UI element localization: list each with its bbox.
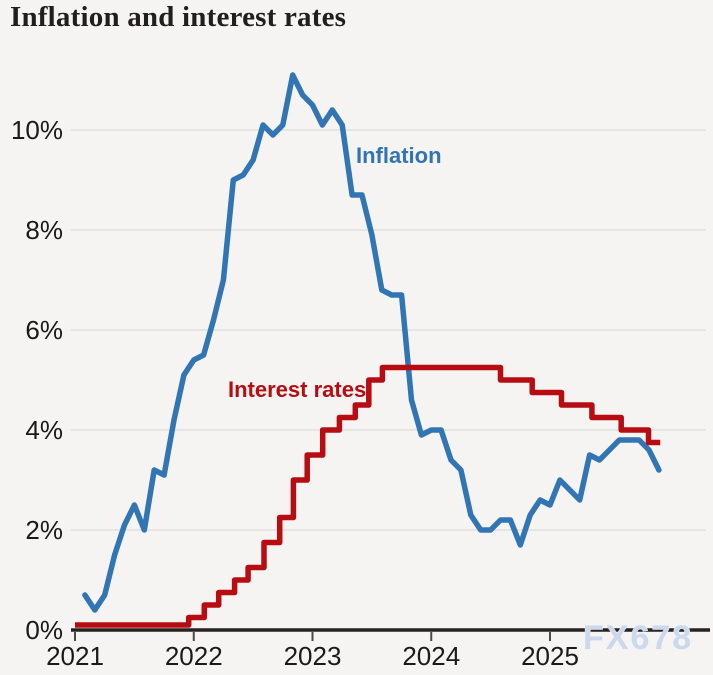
x-tick-label: 2023 <box>284 641 342 671</box>
x-tick-label: 2025 <box>521 641 579 671</box>
series-label-interest-rates: Interest rates <box>228 377 366 402</box>
y-tick-label: 8% <box>25 215 63 245</box>
y-tick-label: 4% <box>25 415 63 445</box>
y-tick-label: 2% <box>25 515 63 545</box>
series-label-inflation: Inflation <box>356 143 442 168</box>
watermark: FX678 <box>583 619 693 657</box>
x-tick-label: 2021 <box>46 641 104 671</box>
chart-title: Inflation and interest rates <box>10 1 347 33</box>
y-tick-label: 6% <box>25 315 63 345</box>
interest-rates-line <box>75 364 661 628</box>
x-tick-label: 2022 <box>165 641 223 671</box>
inflation-line <box>82 72 662 613</box>
y-tick-label: 0% <box>25 615 63 645</box>
x-tick-label: 2024 <box>402 641 460 671</box>
y-tick-label: 10% <box>11 115 63 145</box>
